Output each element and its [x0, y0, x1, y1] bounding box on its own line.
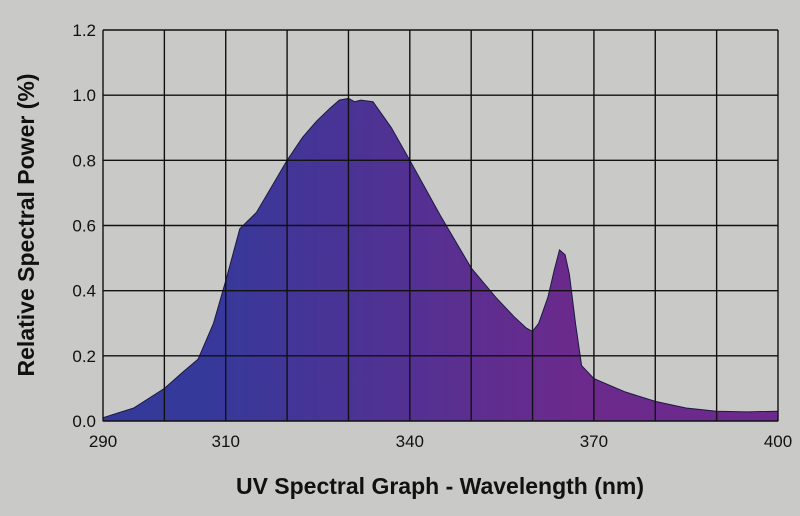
area-layer	[102, 97, 779, 422]
y-tick-label: 0.6	[72, 217, 96, 236]
y-tick-label: 0.8	[72, 151, 96, 170]
grid	[102, 29, 779, 422]
y-tick-label: 0.4	[72, 282, 96, 301]
y-tick-label: 1.2	[72, 21, 96, 40]
y-tick-label: 0.0	[72, 412, 96, 431]
x-tick-label: 370	[580, 432, 608, 451]
y-tick-label: 0.2	[72, 347, 96, 366]
y-tick-label: 1.0	[72, 86, 96, 105]
spectral-area	[102, 97, 779, 422]
x-tick-label: 400	[764, 432, 792, 451]
x-tick-label: 290	[89, 432, 117, 451]
y-axis-label: Relative Spectral Power (%)	[13, 74, 39, 377]
x-tick-label: 310	[212, 432, 240, 451]
x-tick-label: 340	[396, 432, 424, 451]
tick-labels: 290 310 340 370 400 0.0 0.2 0.4 0.6 0.8 1.0 1.2	[72, 21, 792, 451]
x-axis-label: UV Spectral Graph - Wavelength (nm)	[236, 473, 644, 499]
